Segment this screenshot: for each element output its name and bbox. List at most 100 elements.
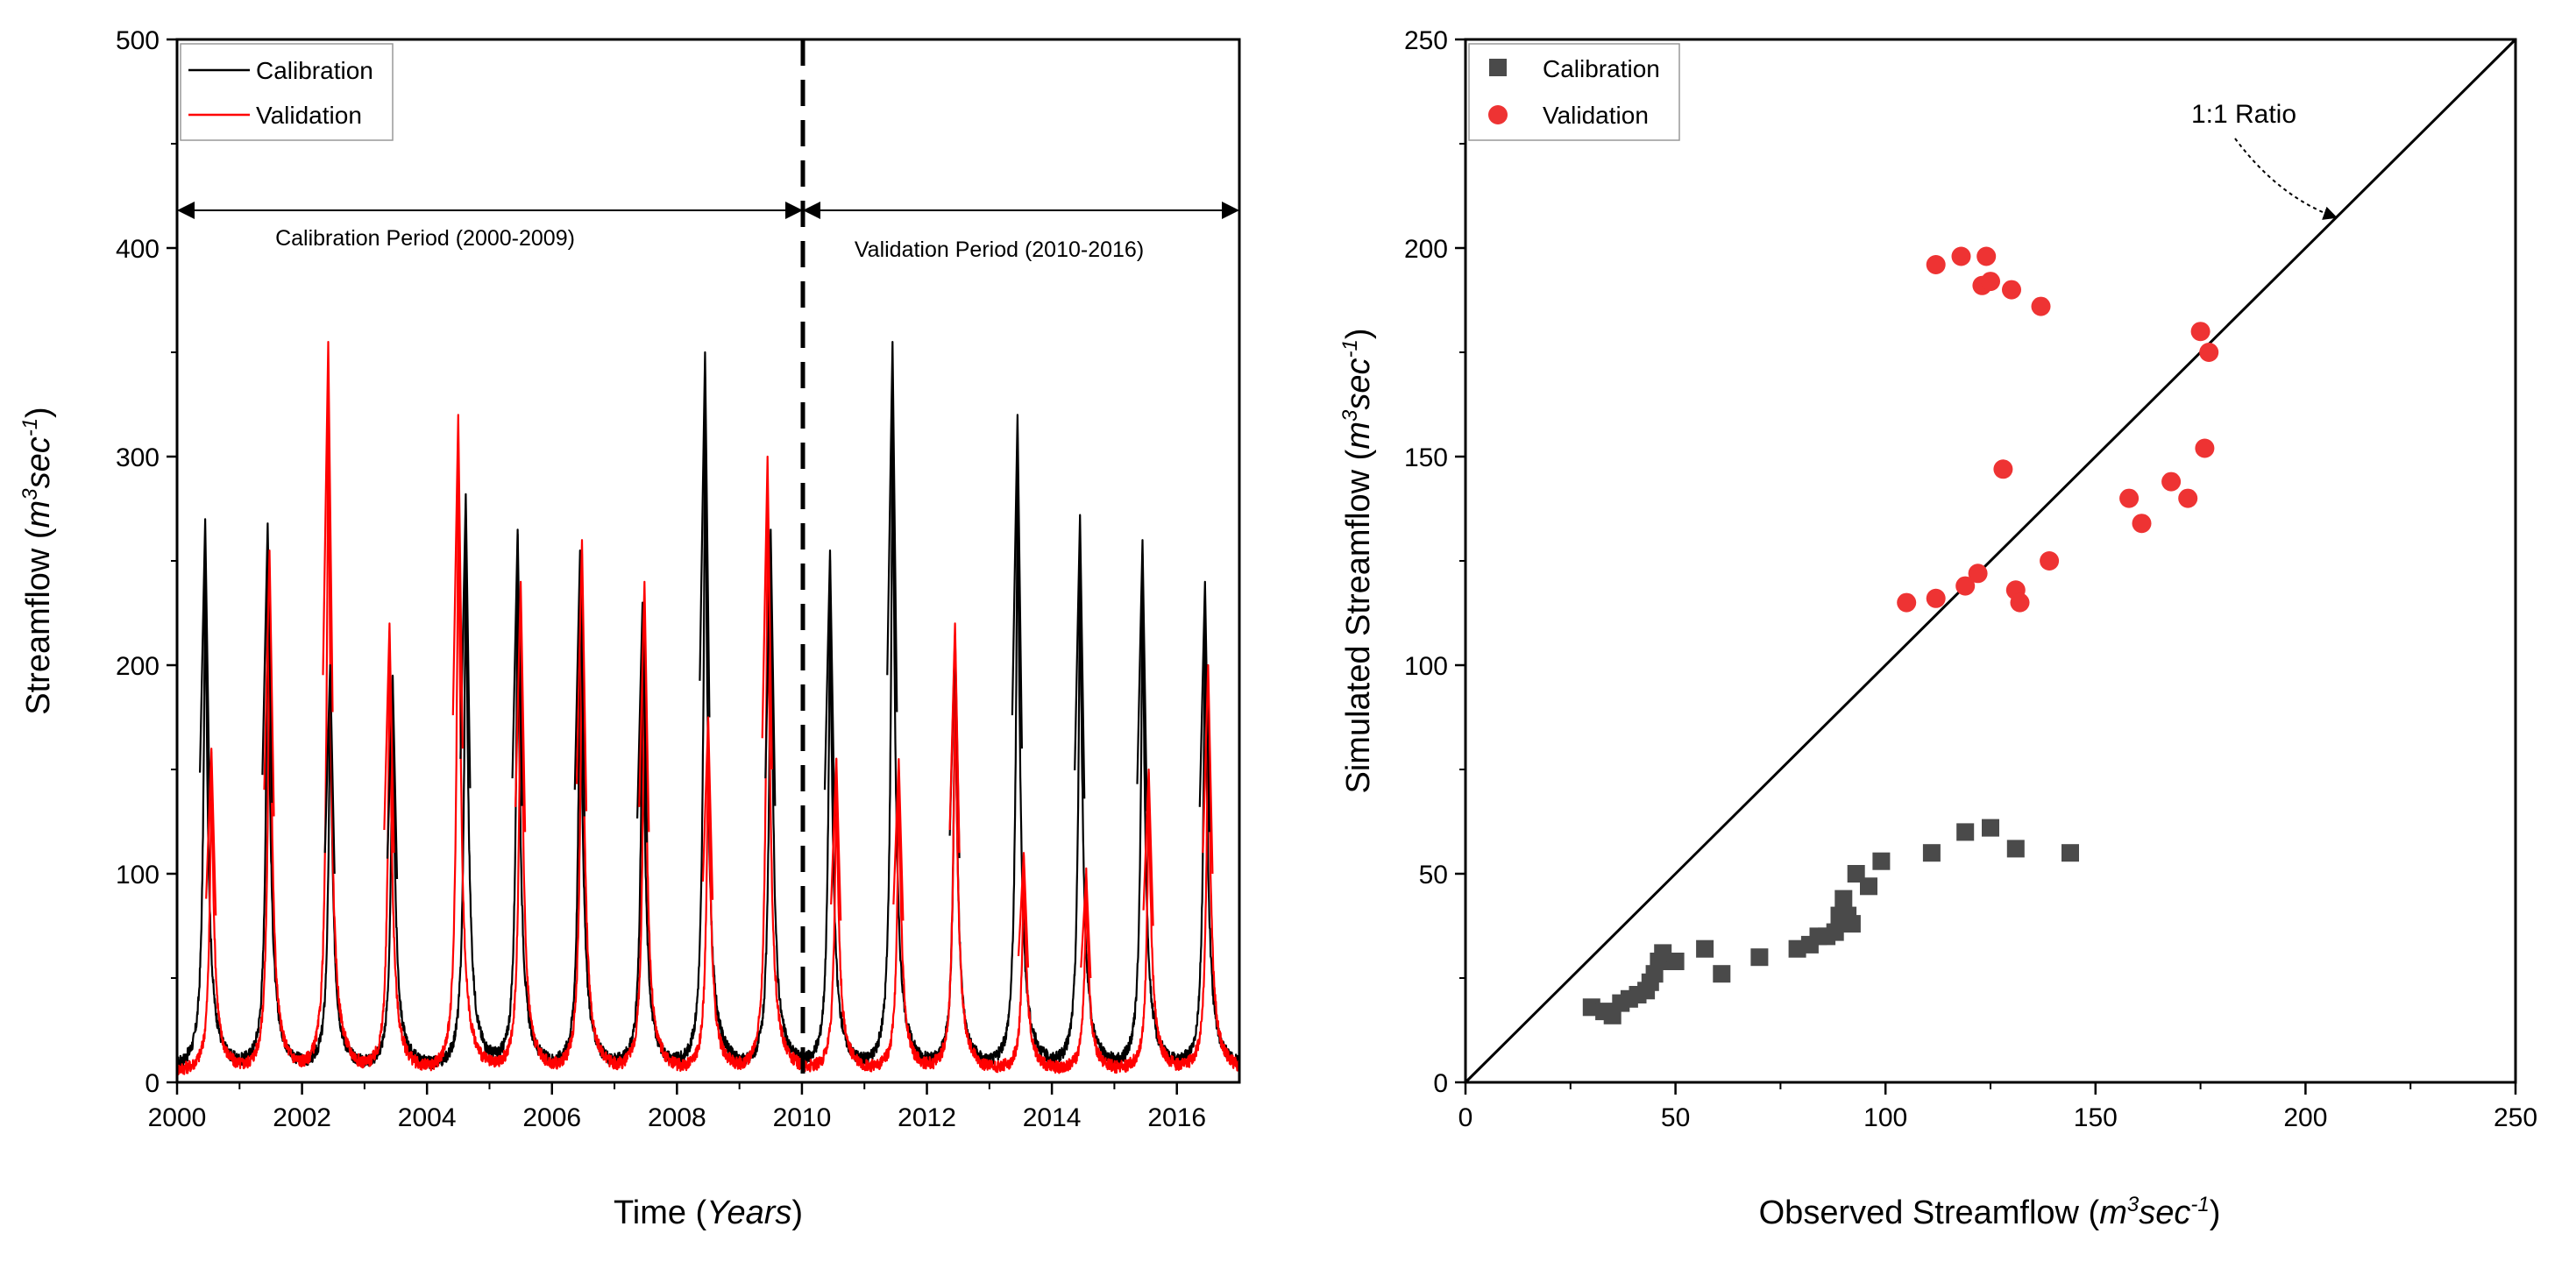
timeseries-x-ticks: 2000 2002 2004 2006 2008 2010 2012 2014 2016 xyxy=(148,1082,1206,1132)
one-to-one-pointer-arrow xyxy=(2234,138,2338,220)
calibration-point xyxy=(1982,819,1999,837)
validation-point xyxy=(2119,488,2140,508)
series-peak xyxy=(638,580,650,833)
series-peak xyxy=(699,351,711,718)
validation-point xyxy=(2031,296,2051,316)
series-peak xyxy=(205,748,217,916)
legend-validation-label: Validation xyxy=(256,102,362,129)
series-peak xyxy=(383,622,395,854)
x-tick-label: 100 xyxy=(1863,1103,1907,1132)
validation-point xyxy=(2132,514,2152,534)
one-to-one-line xyxy=(1464,38,2517,1084)
validation-point xyxy=(1968,564,1988,584)
validation-point xyxy=(1951,246,1971,266)
y-tick-label: 100 xyxy=(1404,652,1448,681)
legend-validation-marker xyxy=(1488,105,1508,124)
validation-point xyxy=(2040,551,2060,571)
validation-point xyxy=(2161,471,2182,492)
validation-point xyxy=(1955,576,1976,596)
series-peak xyxy=(1136,539,1148,812)
calibration-point xyxy=(1956,823,1975,841)
timeseries-y-ticks: 0 100 200 300 400 500 xyxy=(116,26,177,1098)
validation-point xyxy=(2178,488,2198,508)
y-tick-label: 0 xyxy=(145,1069,160,1098)
y-tick-label: 200 xyxy=(1404,235,1448,264)
calibration-point xyxy=(1872,852,1891,870)
scatter-x-axis-label: Observed Streamflow (m3sec-1) xyxy=(1759,1193,2221,1231)
series-peak xyxy=(514,580,527,833)
y-tick-label: 200 xyxy=(116,652,160,681)
series-peak xyxy=(511,528,523,806)
series-peak xyxy=(263,549,275,817)
x-tick-label: 2002 xyxy=(273,1103,331,1132)
calibration-point xyxy=(1666,953,1685,970)
x-tick-label: 2000 xyxy=(148,1103,207,1132)
series-peak xyxy=(1198,580,1210,833)
timeseries-series-layer xyxy=(177,341,1239,1076)
calibration-point xyxy=(1750,948,1769,967)
x-tick-label: 2010 xyxy=(773,1103,832,1132)
one-to-one-label: 1:1 Ratio xyxy=(2191,100,2296,129)
y-tick-label: 500 xyxy=(116,26,160,55)
calibration-point xyxy=(2006,840,2025,858)
x-tick-label: 2008 xyxy=(648,1103,706,1132)
x-tick-label: 50 xyxy=(1661,1103,1690,1132)
series-peak xyxy=(573,549,585,817)
series-peak xyxy=(386,674,399,880)
series-peak xyxy=(322,341,334,712)
y-tick-label: 50 xyxy=(1419,861,1448,890)
series-peak xyxy=(575,539,588,812)
calibration-point xyxy=(1696,939,1714,958)
validation-point xyxy=(2199,343,2219,362)
series-peak xyxy=(1142,768,1154,926)
scatter-panel: 0 50 100 150 200 250 0 50 100 150 200 250 1:1 Rati… xyxy=(1338,26,2537,1231)
legend-calibration-label: Calibration xyxy=(1543,55,1660,82)
series-peak xyxy=(636,601,649,843)
x-tick-label: 0 xyxy=(1458,1103,1473,1132)
validation-point xyxy=(1981,272,2000,292)
validation-point xyxy=(1926,255,1946,274)
series-peak xyxy=(830,758,842,921)
calibration-point xyxy=(1922,844,1941,862)
validation-point xyxy=(1897,592,1917,613)
calibration-point xyxy=(1713,965,1731,983)
calibration-point xyxy=(1834,890,1853,908)
validation-points xyxy=(1897,246,2219,613)
y-tick-label: 250 xyxy=(1404,26,1448,55)
x-tick-label: 150 xyxy=(2074,1103,2118,1132)
calibration-point xyxy=(1860,877,1877,896)
series-peak xyxy=(761,455,773,770)
x-tick-label: 2004 xyxy=(398,1103,457,1132)
legend-calibration-marker xyxy=(1489,59,1507,76)
series-peak xyxy=(764,528,777,806)
calibration-point xyxy=(2062,844,2079,862)
validation-point xyxy=(1993,459,2013,479)
validation-point xyxy=(1976,246,1997,266)
x-tick-label: 2016 xyxy=(1147,1103,1206,1132)
scatter-y-ticks: 0 50 100 150 200 250 xyxy=(1404,26,1465,1098)
series-peak xyxy=(823,549,836,817)
x-tick-label: 2012 xyxy=(898,1103,956,1132)
y-tick-label: 300 xyxy=(116,443,160,472)
scatter-legend: Calibration Validation xyxy=(1468,43,1680,141)
legend-validation-label: Validation xyxy=(1543,102,1649,129)
series-peak xyxy=(886,341,898,712)
timeseries-legend-box xyxy=(180,43,394,141)
validation-point xyxy=(2190,322,2211,342)
legend-calibration-label: Calibration xyxy=(256,57,373,84)
series-peak xyxy=(701,716,714,900)
timeseries-x-axis-label: Time (Years) xyxy=(614,1195,803,1231)
series-peak xyxy=(948,622,961,854)
series-peak xyxy=(1011,414,1023,749)
timeseries-panel: 2000 2002 2004 2006 2008 2010 2012 2014 2016 0 10… xyxy=(18,26,1241,1231)
y-tick-label: 150 xyxy=(1404,443,1448,472)
x-tick-label: 2014 xyxy=(1023,1103,1082,1132)
series-peak xyxy=(451,414,464,749)
validation-period-label: Validation Period (2010-2016) xyxy=(855,237,1144,262)
validation-point xyxy=(2010,592,2030,613)
calibration-point xyxy=(1826,923,1844,941)
y-tick-label: 0 xyxy=(1433,1069,1448,1098)
series-peak xyxy=(323,663,336,875)
series-peak xyxy=(1202,663,1214,875)
